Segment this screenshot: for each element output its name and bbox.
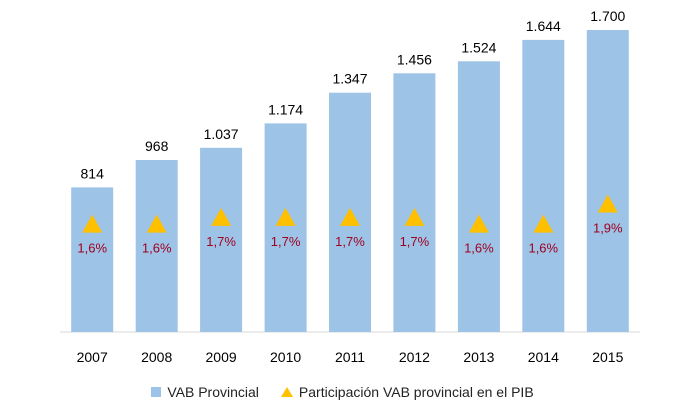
x-tick-label-2015: 2015: [592, 349, 623, 365]
marker-2012: [404, 207, 425, 226]
bar-value-label-2013: 1.524: [461, 39, 496, 55]
marker-2013: [468, 214, 489, 233]
pct-label-2007: 1,6%: [77, 241, 107, 256]
bar-value-label-2008: 968: [145, 138, 169, 154]
marker-2008: [146, 214, 167, 233]
pct-label-2008: 1,6%: [142, 241, 172, 256]
x-tick-label-2007: 2007: [77, 349, 108, 365]
bar-value-label-2014: 1.644: [526, 18, 561, 34]
bar-2013: [457, 61, 500, 333]
marker-2014: [533, 214, 554, 233]
bar-value-label-2010: 1.174: [268, 101, 303, 117]
markers-layer: [82, 194, 618, 233]
pct-label-2009: 1,7%: [206, 234, 236, 249]
legend-label-vab: VAB Provincial: [167, 384, 259, 400]
bar-chart: 814 2007 1,6% 968 2008 1,6% 1.037 2009 1,7% 1.174…: [60, 8, 640, 365]
x-tick-label-2008: 2008: [141, 349, 172, 365]
bar-2015: [586, 30, 629, 332]
bar-2014: [522, 39, 565, 333]
x-tick-label-2012: 2012: [399, 349, 430, 365]
pct-label-2014: 1,6%: [528, 241, 558, 256]
x-tick-label-2011: 2011: [335, 349, 365, 365]
bar-2008: [135, 160, 178, 332]
marker-2007: [82, 214, 103, 233]
bar-value-label-2011: 1.347: [332, 71, 367, 87]
pct-label-2012: 1,7%: [400, 234, 430, 249]
x-tick-label-2013: 2013: [463, 349, 494, 365]
pct-label-2013: 1,6%: [464, 241, 494, 256]
x-tick-label-2014: 2014: [528, 349, 559, 365]
x-tick-label-2009: 2009: [206, 349, 237, 365]
bar-2012: [393, 73, 436, 333]
pct-label-2011: 1,7%: [335, 234, 365, 249]
marker-2011: [340, 207, 360, 226]
pct-label-2015: 1,9%: [593, 221, 623, 236]
marker-2010: [275, 207, 296, 226]
bar-2009: [200, 147, 243, 332]
bar-value-label-2007: 814: [81, 165, 105, 181]
legend-swatch-bar: [151, 387, 162, 397]
bar-value-label-2015: 1.700: [590, 8, 625, 24]
legend-swatch-triangle: [280, 387, 293, 397]
bar-value-label-2012: 1.456: [397, 51, 432, 67]
bar-value-label-2009: 1.037: [204, 126, 239, 142]
labels-layer: 814 2007 1,6% 968 2008 1,6% 1.037 2009 1,7% 1.174…: [77, 8, 626, 365]
legend-item-participacion: Participación VAB provincial en el PIB: [280, 384, 534, 400]
x-tick-label-2010: 2010: [270, 349, 301, 365]
marker-2015: [597, 194, 618, 213]
bars-layer: [71, 30, 629, 333]
pct-label-2010: 1,7%: [271, 234, 301, 249]
bar-2010: [264, 123, 307, 333]
legend: VAB Provincial Participación VAB provinc…: [0, 381, 685, 403]
legend-item-vab: VAB Provincial: [151, 384, 259, 400]
bar-2007: [71, 187, 114, 332]
legend-label-participacion: Participación VAB provincial en el PIB: [298, 384, 534, 400]
marker-2009: [211, 207, 232, 226]
